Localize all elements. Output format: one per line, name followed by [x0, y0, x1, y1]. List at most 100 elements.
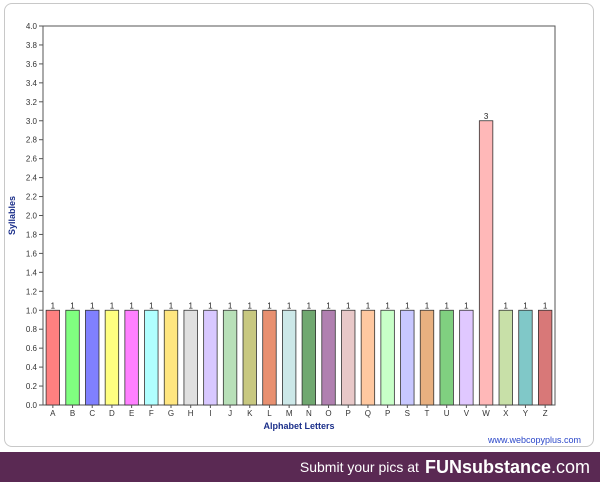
data-label: 1 [208, 301, 213, 310]
data-label: 1 [523, 301, 528, 310]
bar [360, 309, 376, 406]
y-tick-label: 1.4 [26, 268, 38, 277]
data-label: 1 [110, 301, 115, 310]
data-label: 1 [129, 301, 134, 310]
data-label: 1 [149, 301, 154, 310]
plot-area [42, 25, 556, 406]
footer-text: Submit your pics at [299, 459, 419, 475]
x-axis-title: Alphabet Letters [263, 421, 334, 431]
x-tick-label: M [286, 409, 293, 418]
data-label: 1 [51, 301, 56, 310]
bar [459, 309, 474, 406]
x-tick-label: I [209, 409, 211, 418]
data-label: 1 [405, 301, 410, 310]
bar [439, 309, 454, 406]
data-label: 1 [228, 301, 233, 310]
data-label: 1 [366, 301, 371, 310]
watermark-link[interactable]: www.webcopyplus.com [487, 435, 581, 445]
data-label: 1 [70, 301, 75, 310]
data-label: 1 [543, 301, 548, 310]
y-tick-label: 2.4 [26, 174, 38, 183]
y-tick-label: 0.8 [26, 325, 38, 334]
bar [262, 309, 277, 406]
x-tick-label: N [306, 409, 312, 418]
footer-banner: Submit your pics at FUNsubstance.com [0, 452, 600, 482]
bar [400, 309, 415, 406]
x-tick-label: X [503, 409, 509, 418]
data-label: 1 [425, 301, 430, 310]
data-label: 1 [326, 301, 331, 310]
x-tick-label: Q [365, 409, 371, 418]
x-tick-label: F [149, 409, 154, 418]
x-tick-label: T [425, 409, 430, 418]
x-tick-label: Y [523, 409, 529, 418]
bar [222, 309, 238, 406]
y-tick-label: 0.4 [26, 363, 38, 372]
data-label: 1 [287, 301, 292, 310]
bar [163, 309, 179, 406]
bar [538, 309, 553, 406]
footer-brand-suffix: .com [550, 456, 590, 477]
bar [282, 309, 297, 406]
x-tick-label: H [188, 409, 194, 418]
y-tick-label: 0.0 [26, 401, 38, 410]
x-tick-label: P [346, 409, 351, 418]
bar [45, 309, 60, 406]
data-label: 1 [248, 301, 253, 310]
y-tick-label: 3.2 [26, 98, 38, 107]
x-tick-label: J [228, 409, 232, 418]
x-tick-label: L [267, 409, 272, 418]
y-tick-label: 1.6 [26, 249, 38, 258]
bar [341, 309, 356, 406]
bar [518, 309, 533, 406]
bar [321, 309, 336, 406]
bar [301, 309, 316, 406]
data-label: 1 [385, 301, 390, 310]
y-tick-label: 3.0 [26, 117, 38, 126]
bar [478, 120, 494, 406]
x-tick-label: U [444, 409, 450, 418]
x-tick-label: E [129, 409, 134, 418]
y-tick-label: 3.8 [26, 41, 38, 50]
data-label: 1 [346, 301, 351, 310]
footer-brand-name: FUNsubstance [424, 456, 551, 477]
x-tick-label: A [50, 409, 56, 418]
data-label: 1 [169, 301, 174, 310]
y-tick-label: 3.4 [26, 79, 38, 88]
x-tick-label: B [70, 409, 75, 418]
bar [380, 309, 395, 406]
bar [65, 309, 80, 406]
x-tick-label: G [168, 409, 174, 418]
x-tick-label: S [405, 409, 410, 418]
bar [419, 309, 435, 406]
x-tick-label: W [482, 409, 490, 418]
data-label: 1 [464, 301, 469, 310]
x-tick-label: Z [543, 409, 548, 418]
x-tick-label: O [325, 409, 331, 418]
bar [124, 309, 139, 406]
y-tick-label: 3.6 [26, 60, 38, 69]
data-label: 1 [90, 301, 95, 310]
bar-chart: 0.0 0.2 0.4 0.6 0.8 1.0 1.2 1.4 1.6 1.8 2.0 2.2 2.4 2… [7, 22, 556, 431]
footer-brand-logo[interactable]: FUNsubstance.com [425, 457, 590, 478]
x-tick-label: D [109, 409, 115, 418]
y-tick-label: 1.0 [26, 306, 38, 315]
x-tick-label: P [385, 409, 390, 418]
data-label: 1 [444, 301, 449, 310]
data-label: 3 [484, 112, 489, 121]
bar [104, 309, 120, 406]
bar [183, 309, 198, 406]
y-tick-label: 0.2 [26, 382, 38, 391]
data-label: 1 [188, 301, 193, 310]
data-label: 1 [307, 301, 312, 310]
y-tick-label: 2.2 [26, 193, 38, 202]
bar [203, 309, 218, 406]
y-tick-label: 2.8 [26, 136, 38, 145]
x-tick-label: K [247, 409, 253, 418]
bar [498, 309, 513, 406]
y-tick-label: 2.6 [26, 155, 38, 164]
data-label: 1 [504, 301, 509, 310]
y-tick-label: 2.0 [26, 212, 38, 221]
x-tick-label: C [89, 409, 95, 418]
y-tick-label: 0.6 [26, 344, 38, 353]
